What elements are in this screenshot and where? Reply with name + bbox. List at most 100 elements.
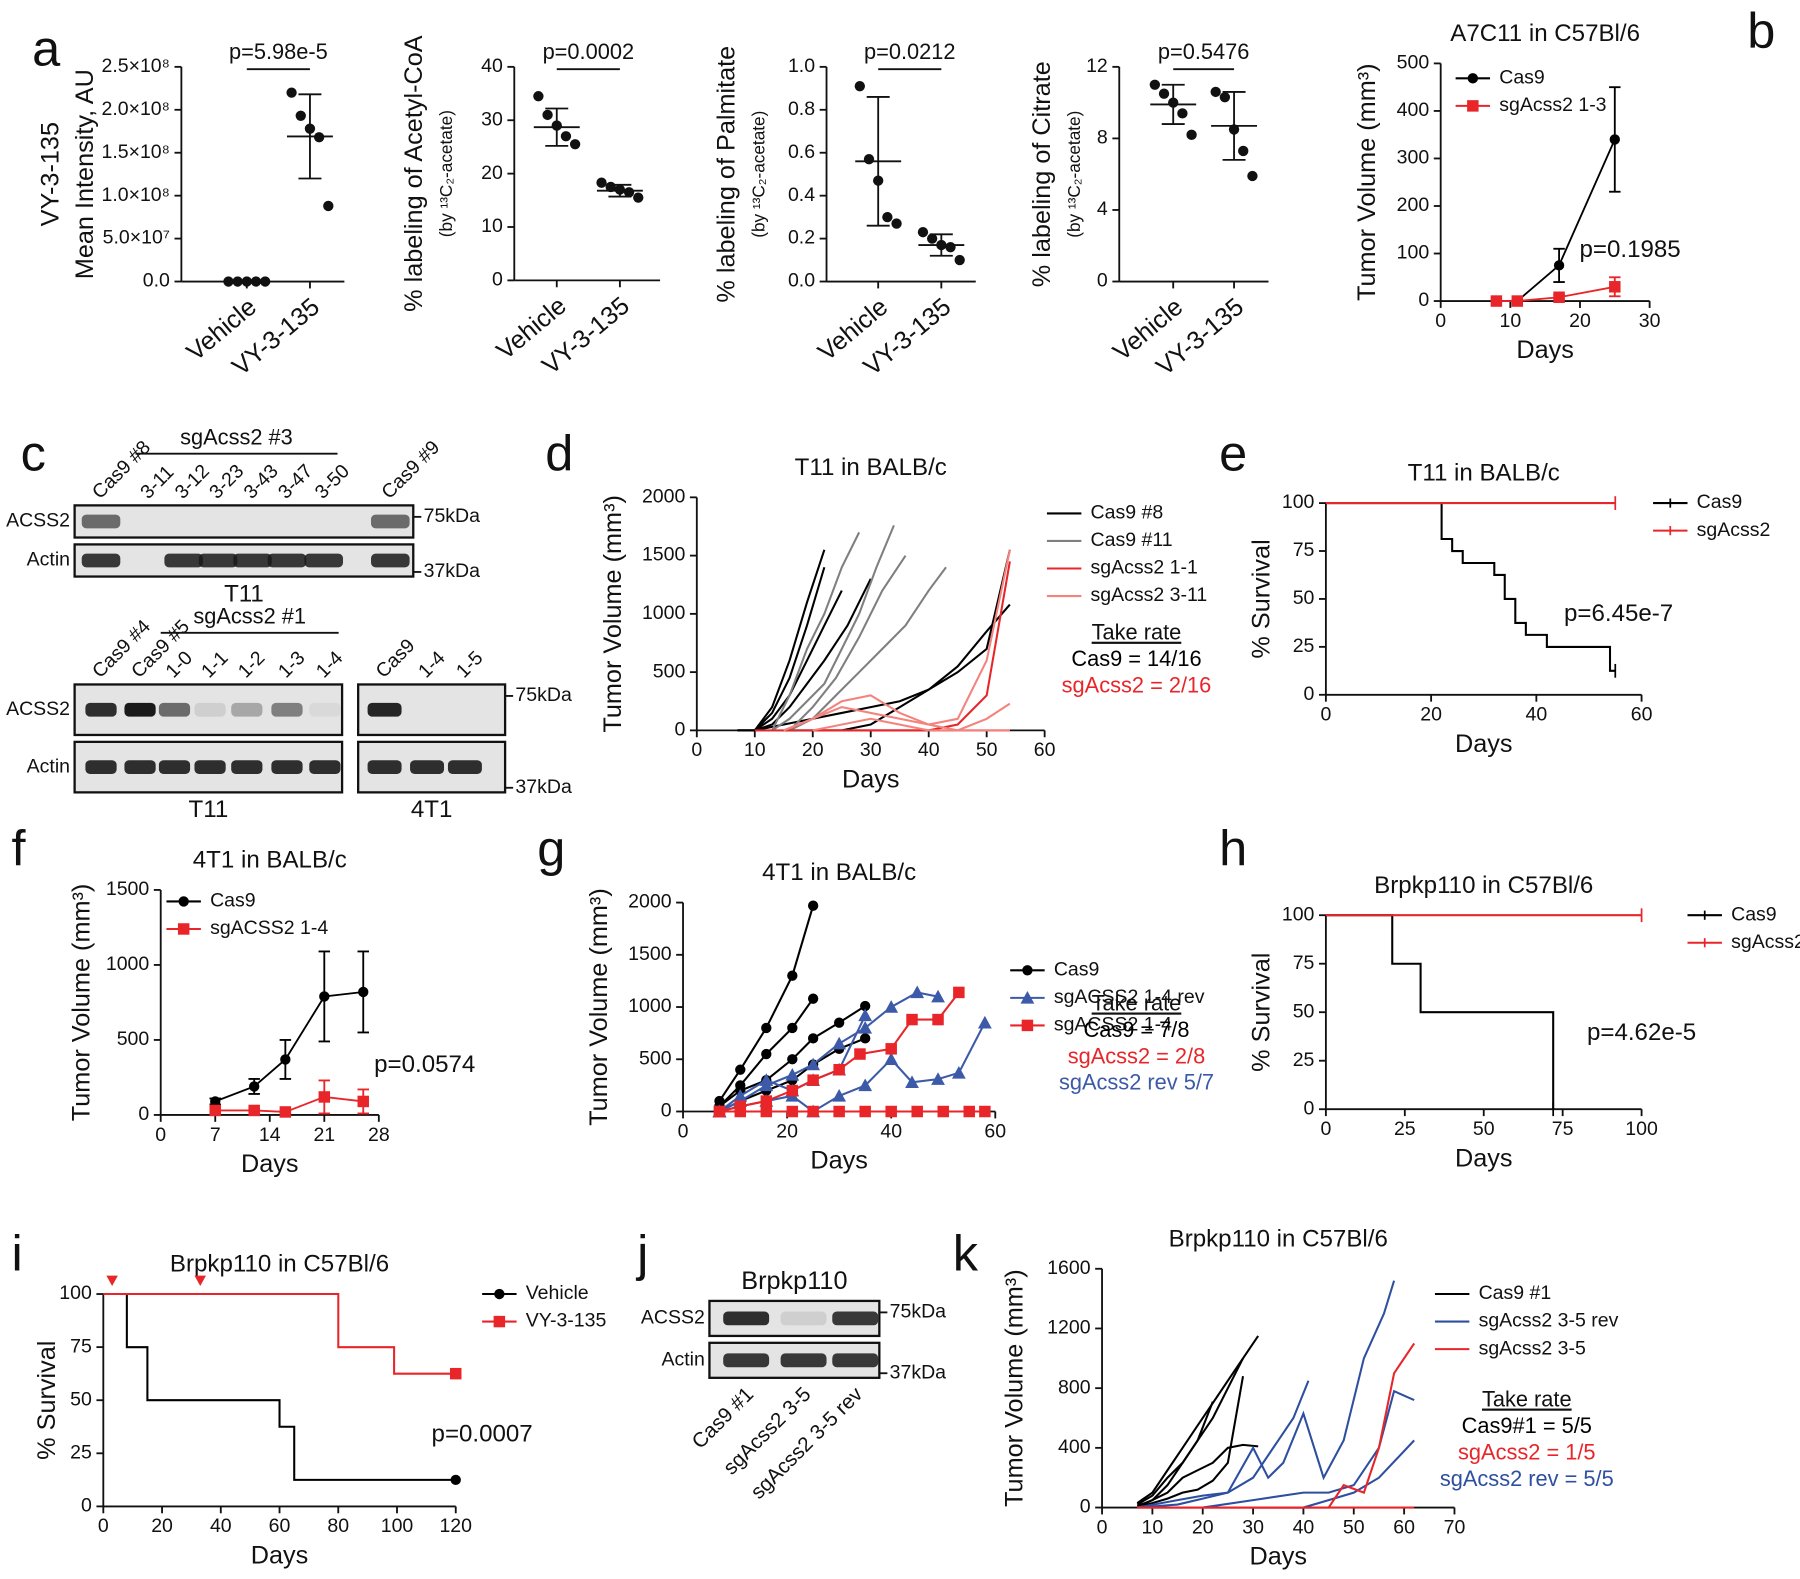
legend-marker bbox=[1021, 1019, 1034, 1032]
data-point bbox=[785, 1068, 800, 1081]
y-axis-label: Tumor Volume (mm³) bbox=[1353, 63, 1381, 301]
data-point bbox=[250, 276, 262, 287]
data-point bbox=[917, 226, 929, 238]
y-tick-label: 25 bbox=[1293, 1049, 1315, 1071]
data-point bbox=[1247, 170, 1258, 182]
y-tick-label: 50 bbox=[1293, 587, 1315, 609]
data-point bbox=[280, 1054, 291, 1065]
lane-label: 1-4 bbox=[312, 647, 348, 683]
legend-marker bbox=[1467, 73, 1478, 84]
x-tick-label: 60 bbox=[269, 1515, 291, 1537]
blot-caption: 4T1 bbox=[411, 796, 453, 823]
survival-curve bbox=[103, 1292, 456, 1481]
band bbox=[194, 760, 226, 775]
y-axis-label: Tumor Volume (mm³) bbox=[1001, 1269, 1029, 1507]
x-tick-label: 0 bbox=[691, 739, 702, 761]
band bbox=[309, 760, 341, 775]
panel-letter: k bbox=[953, 1225, 979, 1282]
size-marker: 75kDa bbox=[424, 505, 481, 527]
data-point bbox=[832, 1036, 847, 1050]
tumor-line bbox=[1137, 1280, 1396, 1509]
data-point bbox=[953, 986, 965, 999]
size-marker: 37kDa bbox=[424, 560, 481, 582]
data-point bbox=[932, 1013, 944, 1026]
data-point bbox=[833, 1105, 845, 1118]
data-point bbox=[760, 1105, 773, 1118]
take-rate: Cas9 = 14/16 bbox=[1071, 646, 1201, 671]
band bbox=[410, 760, 445, 775]
y-tick-label: 400 bbox=[1397, 99, 1430, 121]
y-tick-label: 0.2 bbox=[788, 227, 815, 249]
data-point bbox=[979, 1105, 991, 1118]
data-point bbox=[807, 900, 819, 911]
data-point bbox=[1158, 88, 1170, 99]
band bbox=[832, 1353, 879, 1368]
take-rate-title: Take rate bbox=[1482, 1387, 1572, 1412]
panel-letter: e bbox=[1219, 425, 1247, 482]
censor-marker bbox=[450, 1367, 462, 1380]
size-marker: 37kDa bbox=[515, 776, 572, 798]
data-point bbox=[1168, 97, 1179, 108]
band bbox=[233, 553, 272, 568]
data-point bbox=[936, 239, 947, 251]
tumor-line bbox=[1136, 1401, 1214, 1508]
band bbox=[371, 514, 410, 529]
y-tick-label: 0 bbox=[138, 1103, 149, 1125]
data-point bbox=[735, 1064, 746, 1075]
panel-letter: g bbox=[537, 819, 565, 876]
size-marker: 37kDa bbox=[890, 1361, 947, 1383]
lane-label: 1-3 bbox=[274, 647, 309, 682]
x-axis-label: Days bbox=[1249, 1543, 1307, 1571]
data-point bbox=[605, 181, 616, 193]
y-tick-label: 75 bbox=[70, 1335, 92, 1357]
lane-label: 3-47 bbox=[274, 460, 317, 503]
lane-label: 1-4 bbox=[414, 647, 450, 683]
band bbox=[267, 553, 307, 568]
x-tick-label: 10 bbox=[1142, 1516, 1164, 1538]
x-tick-label: 0 bbox=[155, 1124, 166, 1146]
x-axis-label: Days bbox=[842, 766, 900, 794]
tumor-line bbox=[1136, 1443, 1259, 1509]
x-tick-label: 10 bbox=[744, 739, 766, 761]
data-point bbox=[833, 1017, 845, 1028]
take-rate: sgAcss2 = 1/5 bbox=[1458, 1439, 1596, 1464]
row-label: Actin bbox=[27, 549, 70, 571]
band bbox=[233, 515, 272, 529]
data-point bbox=[319, 991, 330, 1002]
y-tick-label: 1500 bbox=[106, 878, 150, 900]
band bbox=[410, 703, 444, 717]
band bbox=[158, 760, 191, 775]
y-axis-label: % Survival bbox=[33, 1341, 61, 1460]
data-point bbox=[210, 1096, 221, 1107]
data-point bbox=[882, 211, 893, 223]
x-tick-label: 60 bbox=[1631, 704, 1653, 726]
chart-title: A7C11 in C57Bl/6 bbox=[1450, 20, 1640, 47]
x-tick-label: 40 bbox=[1293, 1516, 1315, 1538]
x-tick-label: 0 bbox=[678, 1120, 689, 1142]
tumor-line bbox=[788, 555, 907, 732]
band bbox=[198, 553, 238, 568]
lane-label: 3-12 bbox=[171, 460, 214, 503]
data-point bbox=[759, 1073, 774, 1086]
y-axis-label: % labeling of Acetyl-CoA bbox=[400, 35, 428, 312]
data-point bbox=[542, 109, 553, 121]
x-tick-label: 70 bbox=[1444, 1516, 1466, 1538]
lane-label: 1-2 bbox=[234, 647, 269, 682]
p-value: p=0.0007 bbox=[432, 1421, 533, 1448]
data-point bbox=[858, 1008, 873, 1022]
legend-label: sgAcss2 3-5 rev bbox=[1479, 1310, 1619, 1332]
x-tick-label: 28 bbox=[368, 1124, 390, 1146]
p-value: p=0.5476 bbox=[1158, 39, 1250, 64]
x-tick-label: 60 bbox=[984, 1120, 1006, 1142]
band bbox=[723, 1311, 770, 1326]
legend-label: Cas9 bbox=[1054, 958, 1100, 980]
legend-marker bbox=[178, 896, 189, 907]
data-point bbox=[1609, 134, 1620, 145]
y-axis-label: Tumor Volume (mm³) bbox=[585, 888, 613, 1126]
data-point bbox=[937, 1105, 949, 1118]
legend-label: Cas9 bbox=[1499, 66, 1545, 88]
legend-label: Cas9 bbox=[1731, 903, 1777, 925]
data-point bbox=[832, 1088, 847, 1102]
y-tick-label: 4 bbox=[1097, 198, 1108, 220]
legend-marker bbox=[1467, 100, 1479, 112]
